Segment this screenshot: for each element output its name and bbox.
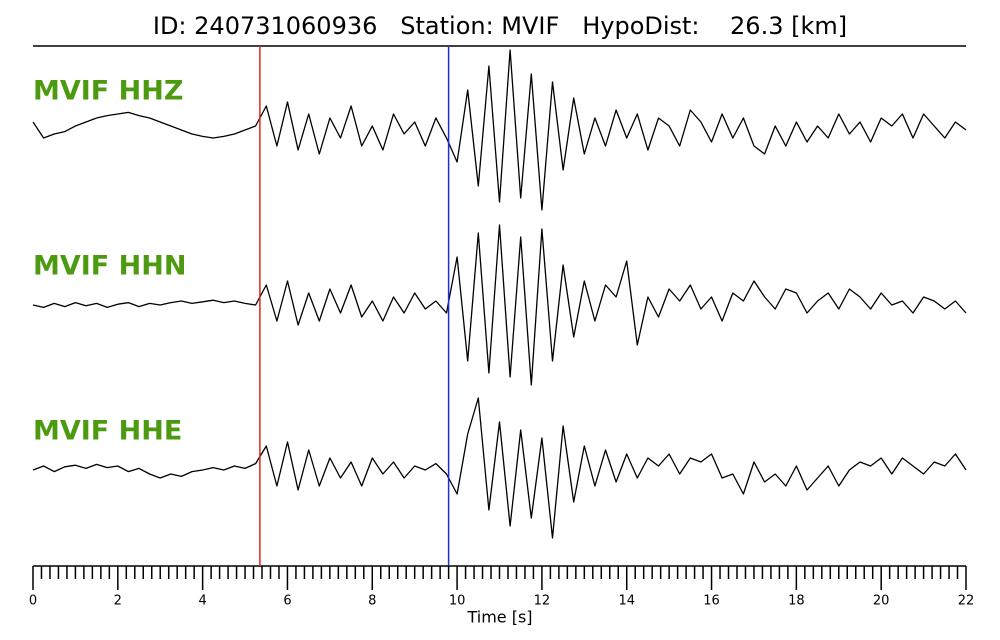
- x-tick-label: 18: [788, 594, 805, 609]
- x-tick-label: 2: [114, 594, 122, 609]
- x-tick-label: 22: [958, 594, 975, 609]
- chart-title: ID: 240731060936 Station: MVIF HypoDist:…: [153, 12, 847, 40]
- trace-label: MVIF HHZ: [33, 76, 183, 107]
- waveform: [32, 397, 967, 539]
- trace-label: MVIF HHN: [33, 251, 186, 282]
- x-tick-label: 20: [873, 594, 890, 609]
- x-tick-label: 14: [618, 594, 635, 609]
- x-tick-label: 0: [29, 594, 37, 609]
- x-tick-label: 6: [283, 594, 291, 609]
- waveform: [32, 224, 967, 386]
- waveform: [32, 49, 967, 211]
- x-tick-label: 4: [198, 594, 206, 609]
- x-tick-label: 8: [368, 594, 376, 609]
- x-axis-label: Time [s]: [466, 608, 532, 627]
- x-tick-label: 10: [449, 594, 466, 609]
- x-tick-label: 12: [534, 594, 551, 609]
- x-tick-label: 16: [703, 594, 720, 609]
- trace-label: MVIF HHE: [33, 416, 182, 447]
